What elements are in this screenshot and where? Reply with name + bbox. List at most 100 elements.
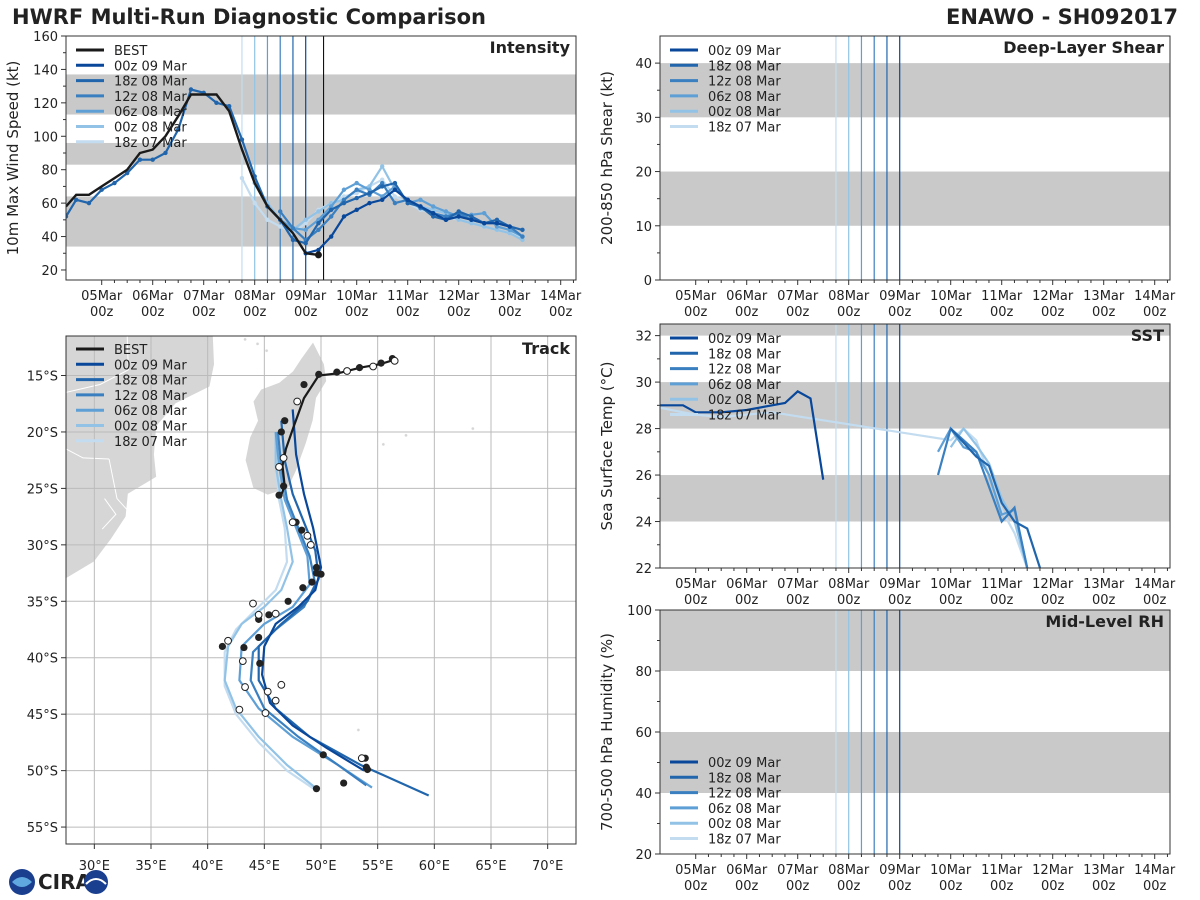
shear-xtick-sublabel: 00z bbox=[684, 305, 708, 320]
intensity-point bbox=[392, 180, 398, 186]
shear-xtick-label: 11Mar bbox=[981, 289, 1023, 304]
track-best-open-dot bbox=[293, 397, 302, 406]
track-forecast-dot bbox=[298, 526, 306, 534]
sst-xtick-label: 14Mar bbox=[1134, 577, 1176, 592]
sst-band bbox=[660, 382, 1170, 429]
intensity-point bbox=[380, 184, 385, 189]
intensity-ylabel: 10m Max Wind Speed (kt) bbox=[4, 61, 22, 256]
intensity-point bbox=[265, 217, 270, 223]
intensity-point bbox=[316, 209, 321, 214]
track-xtick-label: 65°E bbox=[475, 859, 506, 874]
intensity-xtick-label: 05Mar bbox=[81, 289, 123, 304]
sst-xtick-sublabel: 00z bbox=[786, 593, 810, 608]
intensity-point bbox=[392, 194, 398, 199]
intensity-point bbox=[494, 217, 500, 223]
sst-lines bbox=[660, 390, 1042, 568]
shear-xtick-label: 14Mar bbox=[1134, 289, 1176, 304]
intensity-frame bbox=[65, 35, 577, 281]
intensity-point bbox=[367, 200, 372, 206]
track-ytick-label: 50°S bbox=[27, 765, 58, 780]
intensity-point bbox=[354, 180, 359, 186]
track-best-open-dot bbox=[390, 356, 399, 365]
intensity-point bbox=[278, 224, 283, 229]
shear-xtick-sublabel: 00z bbox=[735, 305, 759, 320]
intensity-point bbox=[520, 234, 525, 239]
track-xtick-label: 30°E bbox=[79, 859, 110, 874]
track-forecast-open-dot bbox=[238, 657, 247, 666]
intensity-point bbox=[405, 200, 410, 206]
rh-xtick-label: 14Mar bbox=[1134, 863, 1176, 878]
intensity-point bbox=[150, 157, 155, 162]
intensity-point bbox=[367, 187, 372, 192]
track-forecast-open-dot bbox=[254, 610, 263, 619]
intensity-panel: 2040608010012014016005Mar00z06Mar00z07Ma… bbox=[4, 30, 582, 320]
track-forecast-dot bbox=[265, 611, 273, 619]
intensity-xtick-sublabel: 00z bbox=[498, 305, 522, 320]
intensity-point bbox=[99, 187, 104, 192]
track-series-5 bbox=[223, 432, 316, 791]
sst-ytick-label: 24 bbox=[635, 516, 652, 531]
track-forecast-dot bbox=[340, 779, 348, 787]
track-best-dot bbox=[277, 428, 285, 436]
rh-xtick-sublabel: 00z bbox=[888, 879, 912, 894]
intensity-point bbox=[380, 180, 385, 186]
figure-title: HWRF Multi-Run Diagnostic Comparison bbox=[12, 5, 487, 29]
shear-xtick-sublabel: 00z bbox=[990, 305, 1014, 320]
intensity-point bbox=[380, 197, 385, 202]
intensity-point bbox=[66, 214, 69, 219]
track-best-dot bbox=[315, 370, 323, 378]
sst-ytick-label: 30 bbox=[635, 376, 652, 391]
track-best-open-dot bbox=[275, 463, 283, 471]
track-ytick-label: 30°S bbox=[27, 539, 58, 554]
intensity-ytick-label: 160 bbox=[33, 30, 58, 45]
intensity-point bbox=[316, 227, 321, 233]
intensity-point bbox=[239, 137, 245, 142]
shear-xtick-label: 08Mar bbox=[828, 289, 870, 304]
intensity-point bbox=[392, 187, 398, 192]
intensity-point bbox=[341, 197, 347, 202]
intensity-point bbox=[329, 234, 334, 239]
intensity-point bbox=[252, 200, 257, 206]
track-best-dot bbox=[355, 364, 364, 372]
intensity-ytick-label: 100 bbox=[33, 130, 58, 145]
sst-ytick-label: 22 bbox=[635, 562, 652, 577]
track-legend-label: 06z 08 Mar bbox=[114, 404, 187, 419]
sst-xtick-sublabel: 00z bbox=[1092, 593, 1116, 608]
intensity-point bbox=[431, 207, 436, 213]
sst-legend-label: 00z 09 Mar bbox=[708, 332, 781, 347]
sst-xtick-sublabel: 00z bbox=[939, 593, 963, 608]
sst-title: SST bbox=[1131, 326, 1164, 345]
sst-xtick-label: 07Mar bbox=[777, 577, 819, 592]
intensity-xtick-sublabel: 00z bbox=[447, 305, 471, 320]
intensity-point bbox=[163, 150, 168, 156]
intensity-point bbox=[354, 187, 359, 192]
rh-band bbox=[660, 610, 1170, 671]
intensity-point bbox=[316, 247, 321, 253]
intensity-xtick-label: 14Mar bbox=[540, 289, 582, 304]
shear-legend-label: 18z 07 Mar bbox=[708, 121, 781, 136]
track-forecast-open-dot bbox=[241, 683, 249, 691]
intensity-xtick-label: 12Mar bbox=[438, 289, 480, 304]
rh-xtick-sublabel: 00z bbox=[1092, 879, 1116, 894]
intensity-xtick-sublabel: 00z bbox=[396, 305, 420, 320]
intensity-xtick-label: 06Mar bbox=[132, 289, 174, 304]
track-ytick-label: 25°S bbox=[27, 482, 58, 497]
sst-xtick-label: 13Mar bbox=[1083, 577, 1125, 592]
shear-title: Deep-Layer Shear bbox=[1003, 38, 1164, 57]
intensity-legend-label: 00z 09 Mar bbox=[114, 59, 187, 74]
shear-xtick-sublabel: 00z bbox=[1041, 305, 1065, 320]
intensity-point bbox=[188, 87, 194, 92]
sst-band bbox=[660, 324, 1170, 336]
rh-ytick-label: 100 bbox=[627, 604, 652, 619]
logo-seal-icon bbox=[84, 870, 108, 894]
shear-panel: 01020304005Mar00z06Mar00z07Mar00z08Mar00… bbox=[598, 35, 1176, 320]
track-forecast-open-dot bbox=[277, 680, 286, 689]
track-legend-label: 18z 07 Mar bbox=[114, 435, 187, 450]
intensity-ytick-label: 20 bbox=[41, 264, 58, 279]
track-forecast-open-dot bbox=[271, 609, 280, 618]
shear-legend-label: 06z 08 Mar bbox=[708, 90, 781, 105]
track-series-0 bbox=[260, 409, 365, 772]
intensity-point bbox=[494, 227, 500, 233]
intensity-point bbox=[341, 194, 347, 199]
